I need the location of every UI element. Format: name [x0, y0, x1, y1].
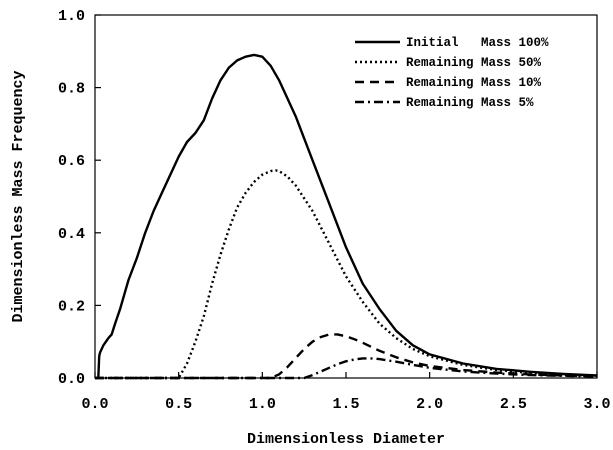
- series-line-1: [95, 169, 598, 380]
- legend-label-0: Initial Mass 100%: [406, 36, 549, 50]
- legend: Initial Mass 100% Remaining Mass 50% Remai…: [355, 36, 549, 110]
- y-tick-label: 0.4: [58, 226, 85, 243]
- series-layer: [95, 53, 598, 380]
- legend-label-3: Remaining Mass 5%: [406, 96, 534, 110]
- x-tick-label: 0.0: [81, 396, 108, 413]
- y-tick-label: 0.6: [58, 153, 85, 170]
- legend-label-1: Remaining Mass 50%: [406, 56, 542, 70]
- x-tick-label: 0.5: [165, 396, 192, 413]
- x-tick-label: 1.5: [332, 396, 359, 413]
- y-tick-label: 0.0: [58, 371, 85, 388]
- y-axis-label: Dimensionless Mass Frequency: [10, 70, 27, 322]
- y-tick-label: 0.8: [58, 81, 85, 98]
- series-line-3: [95, 357, 598, 380]
- series-line-2: [95, 333, 598, 380]
- legend-label-2: Remaining Mass 10%: [406, 76, 542, 90]
- x-tick-label: 1.0: [249, 396, 276, 413]
- y-tick-label: 1.0: [58, 8, 85, 25]
- series-line-0: [95, 53, 598, 380]
- ticks-layer: 0.0 0.5 1.0 1.5 2.0 2.5 3.0 0.0 0.2 0.4 0.6 0.8 1.0: [58, 8, 611, 413]
- x-axis-label: Dimensionless Diameter: [247, 431, 445, 448]
- x-tick-label: 2.0: [416, 396, 443, 413]
- y-tick-label: 0.2: [58, 298, 85, 315]
- x-tick-label: 2.5: [500, 396, 527, 413]
- x-tick-label: 3.0: [583, 396, 610, 413]
